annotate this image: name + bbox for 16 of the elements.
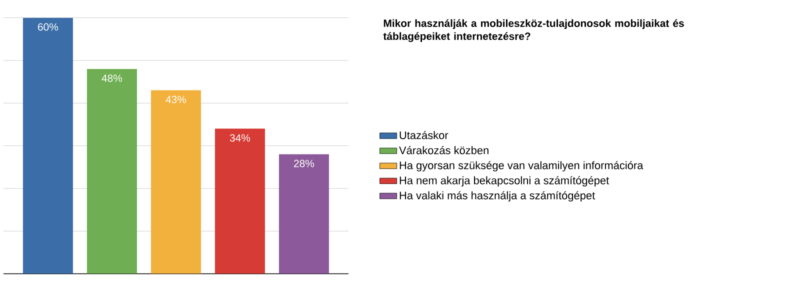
data-label: 34% bbox=[230, 134, 250, 142]
legend-label: Ha gyorsan szüksége van valamilyen információra bbox=[400, 161, 644, 172]
legend-label: Ha valaki más használja a számítógépet bbox=[400, 191, 596, 202]
bar bbox=[86, 68, 137, 274]
bar bbox=[278, 154, 329, 274]
bar bbox=[150, 90, 201, 274]
legend-label: Utazáskor bbox=[400, 130, 448, 140]
legend-label: Várakozás közben bbox=[399, 146, 488, 154]
legend-label: Ha nem akarja bekapcsolni a számítógépet bbox=[400, 176, 610, 186]
bar bbox=[22, 18, 73, 274]
data-label: 60% bbox=[38, 23, 58, 31]
data-label: 48% bbox=[102, 74, 122, 82]
bar bbox=[214, 128, 265, 274]
text: Mikor használják a mobileszköz-tulajdonosok mobiljaikat és táblagépeiket internetezésre? bbox=[383, 19, 684, 42]
data-label: 28% bbox=[294, 160, 314, 168]
data-label: 43% bbox=[166, 96, 186, 104]
